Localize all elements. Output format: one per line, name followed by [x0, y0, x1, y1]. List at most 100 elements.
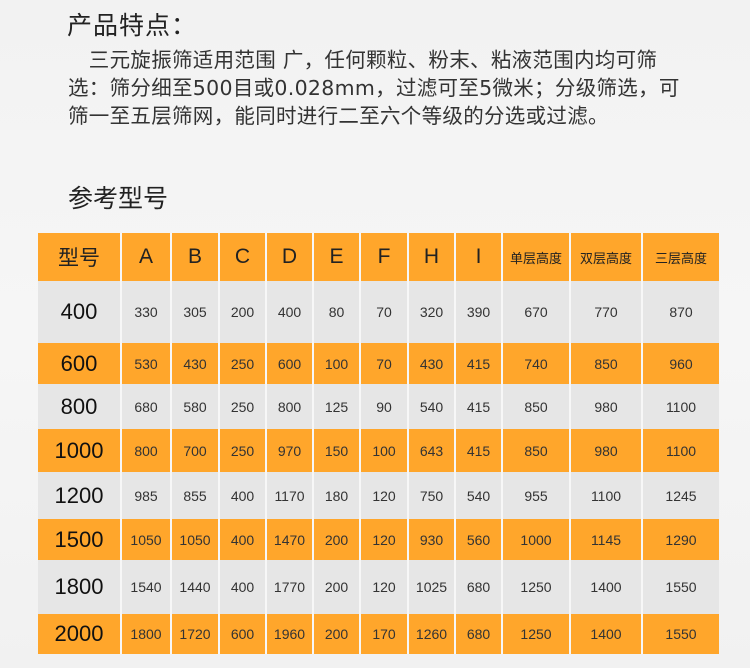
value-cell: 1000 — [501, 519, 570, 560]
value-cell: 800 — [120, 429, 171, 472]
value-cell: 390 — [454, 281, 502, 343]
value-cell: 1100 — [641, 384, 719, 429]
value-cell: 1400 — [569, 614, 642, 654]
value-cell: 1440 — [170, 560, 219, 614]
value-cell: 1400 — [569, 560, 642, 614]
table-row: 1200 985 855 400 1170 180 120 750 540 955 1100 1245 — [38, 472, 719, 519]
value-cell: 680 — [454, 560, 502, 614]
value-cell: 415 — [454, 429, 502, 472]
value-cell: 180 — [312, 472, 360, 519]
value-cell: 1250 — [501, 560, 570, 614]
value-cell: 70 — [359, 343, 408, 384]
value-cell: 80 — [312, 281, 360, 343]
value-cell: 680 — [454, 614, 502, 654]
value-cell: 170 — [359, 614, 408, 654]
value-cell: 1250 — [501, 614, 570, 654]
column-header: I — [454, 233, 502, 281]
model-cell: 1500 — [38, 519, 121, 560]
value-cell: 1770 — [265, 560, 313, 614]
value-cell: 600 — [265, 343, 313, 384]
value-cell: 580 — [170, 384, 219, 429]
value-cell: 250 — [218, 384, 266, 429]
value-cell: 200 — [312, 519, 360, 560]
column-header: E — [312, 233, 360, 281]
value-cell: 400 — [218, 472, 266, 519]
value-cell: 530 — [120, 343, 171, 384]
value-cell: 1260 — [407, 614, 455, 654]
model-cell: 2000 — [38, 614, 121, 654]
value-cell: 400 — [265, 281, 313, 343]
column-header: A — [120, 233, 171, 281]
value-cell: 960 — [641, 343, 719, 384]
value-cell: 980 — [569, 429, 642, 472]
value-cell: 980 — [569, 384, 642, 429]
model-cell: 1800 — [38, 560, 121, 614]
value-cell: 1145 — [569, 519, 642, 560]
models-title: 参考型号 — [68, 184, 169, 213]
model-cell: 400 — [38, 281, 121, 343]
column-header: 型号 — [38, 233, 121, 281]
value-cell: 680 — [120, 384, 171, 429]
value-cell: 1550 — [641, 560, 719, 614]
value-cell: 855 — [170, 472, 219, 519]
value-cell: 560 — [454, 519, 502, 560]
value-cell: 1100 — [641, 429, 719, 472]
column-header: H — [407, 233, 455, 281]
value-cell: 985 — [120, 472, 171, 519]
value-cell: 955 — [501, 472, 570, 519]
column-header: 双层高度 — [569, 233, 642, 281]
column-header: D — [265, 233, 313, 281]
value-cell: 1540 — [120, 560, 171, 614]
value-cell: 120 — [359, 519, 408, 560]
value-cell: 1025 — [407, 560, 455, 614]
column-header: F — [359, 233, 408, 281]
value-cell: 700 — [170, 429, 219, 472]
column-header: C — [218, 233, 266, 281]
model-cell: 600 — [38, 343, 121, 384]
model-cell: 1000 — [38, 429, 121, 472]
column-header: 单层高度 — [501, 233, 570, 281]
value-cell: 1470 — [265, 519, 313, 560]
value-cell: 1960 — [265, 614, 313, 654]
value-cell: 1170 — [265, 472, 313, 519]
value-cell: 1245 — [641, 472, 719, 519]
value-cell: 430 — [407, 343, 455, 384]
value-cell: 850 — [501, 384, 570, 429]
table-row: 1800 1540 1440 400 1770 200 120 1025 680 1250 1400… — [38, 560, 719, 614]
table-row: 800 680 580 250 800 125 90 540 415 850 980 1100 — [38, 384, 719, 429]
value-cell: 1100 — [569, 472, 642, 519]
column-header: 三层高度 — [641, 233, 719, 281]
value-cell: 800 — [265, 384, 313, 429]
value-cell: 70 — [359, 281, 408, 343]
table-row: 400 330 305 200 400 80 70 320 390 670 770 870 — [38, 281, 719, 343]
table-row: 2000 1800 1720 600 1960 200 170 1260 680 1250 1400… — [38, 614, 719, 654]
value-cell: 200 — [218, 281, 266, 343]
value-cell: 850 — [501, 429, 570, 472]
value-cell: 600 — [218, 614, 266, 654]
models-table: 型号 A B C D E F H I 单层高度 双层高度 三层高度 400 330 305 200 400 80 7… — [38, 233, 719, 654]
value-cell: 400 — [218, 560, 266, 614]
value-cell: 1290 — [641, 519, 719, 560]
value-cell: 930 — [407, 519, 455, 560]
value-cell: 400 — [218, 519, 266, 560]
value-cell: 970 — [265, 429, 313, 472]
value-cell: 200 — [312, 560, 360, 614]
value-cell: 870 — [641, 281, 719, 343]
value-cell: 120 — [359, 472, 408, 519]
value-cell: 90 — [359, 384, 408, 429]
value-cell: 120 — [359, 560, 408, 614]
features-text: 三元旋振筛适用范围 广，任何颗粒、粉末、粘液范围内均可筛选：筛分细至500目或0… — [68, 48, 680, 128]
value-cell: 1720 — [170, 614, 219, 654]
value-cell: 320 — [407, 281, 455, 343]
value-cell: 670 — [501, 281, 570, 343]
value-cell: 770 — [569, 281, 642, 343]
column-header: B — [170, 233, 219, 281]
value-cell: 415 — [454, 384, 502, 429]
value-cell: 415 — [454, 343, 502, 384]
table-row: 1000 800 700 250 970 150 100 643 415 850 980 1100 — [38, 429, 719, 472]
value-cell: 1050 — [170, 519, 219, 560]
value-cell: 430 — [170, 343, 219, 384]
value-cell: 540 — [454, 472, 502, 519]
model-cell: 800 — [38, 384, 121, 429]
value-cell: 125 — [312, 384, 360, 429]
